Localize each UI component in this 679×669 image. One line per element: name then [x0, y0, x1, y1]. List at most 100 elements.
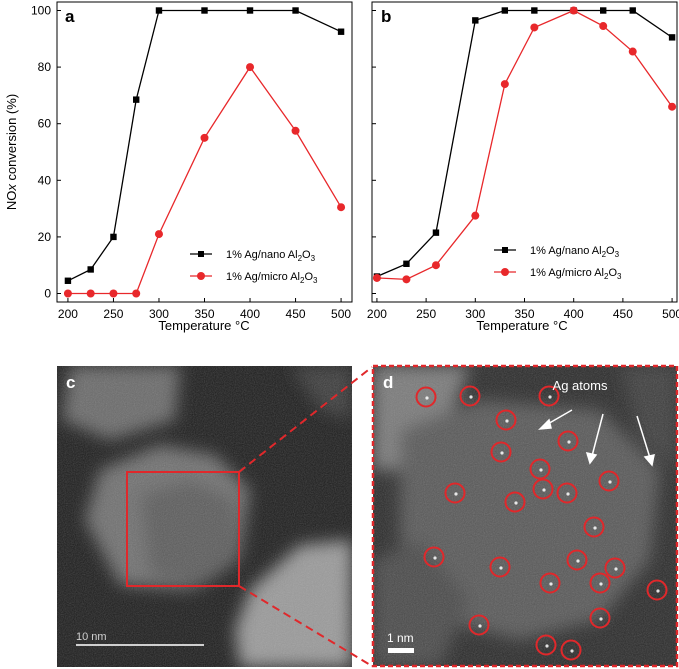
ag-atom-dot	[469, 395, 473, 399]
ag-atom-circle	[529, 458, 551, 480]
ag-atom-dot	[599, 617, 603, 621]
ag-atom-circle	[489, 556, 511, 578]
scale-bar-label-c: 10 nm	[76, 631, 107, 643]
y-axis-label: NOx conversion (%)	[4, 94, 19, 210]
ag-atoms-annotation: Ag atoms	[553, 378, 608, 393]
ag-atom-dot	[505, 419, 509, 423]
zoom-region-box	[126, 471, 240, 587]
ag-atom-circle	[504, 491, 526, 513]
data-point-circle	[63, 289, 72, 298]
noise-texture	[373, 366, 677, 666]
series-line-1	[376, 9, 673, 281]
ag-atom-dot	[542, 488, 546, 492]
data-point-circle	[109, 289, 118, 298]
chart-panel-b: b Temperature °C 200 250 300 350 400 450 500 1…	[367, 1, 679, 333]
ag-atom-dot	[593, 526, 597, 530]
data-point-square	[64, 277, 72, 284]
data-point-circle	[372, 273, 381, 282]
micrograph-panel-c: 10 nm c	[57, 366, 352, 667]
ag-atom-circle	[556, 482, 578, 504]
legend-label-micro: 1% Ag/micro Al2O3	[226, 271, 318, 285]
ag-atom-circle	[566, 549, 588, 571]
x-tick-label: 350	[514, 307, 534, 321]
legend-label-nano: 1% Ag/nano Al2O3	[530, 245, 620, 259]
x-tick-label: 250	[103, 307, 123, 321]
data-point-circle	[500, 80, 509, 89]
ag-atom-dot	[549, 582, 553, 586]
ag-atom-dot	[433, 556, 437, 560]
data-point-circle	[132, 289, 141, 298]
legend-marker-nano	[198, 251, 204, 257]
data-point-square	[472, 17, 479, 24]
chart-panel-a: a NOx conversion (%) Temperature °C 200 2…	[4, 1, 353, 333]
zoom-connector-top	[238, 366, 373, 473]
ag-atom-dot	[567, 440, 571, 444]
legend-marker-micro	[501, 268, 509, 276]
annotation-arrows	[538, 409, 655, 467]
series-b	[372, 6, 677, 284]
data-point-circle	[628, 47, 637, 56]
ag-atom-circle	[423, 546, 445, 568]
x-tick-label: 500	[662, 307, 679, 321]
data-point-circle	[530, 23, 539, 32]
panel-label-d: d	[383, 373, 393, 392]
legend-label-nano: 1% Ag/nano Al2O3	[226, 249, 316, 263]
data-point-square	[110, 233, 117, 241]
data-point-circle	[471, 211, 480, 220]
data-point-square	[668, 34, 676, 41]
data-point-square	[600, 7, 607, 14]
ag-atom-circle	[490, 441, 512, 463]
data-point-square	[292, 7, 299, 14]
ag-atom-circle	[539, 572, 561, 594]
series-line-0	[67, 9, 342, 282]
data-point-circle	[402, 275, 411, 284]
ag-atom-dot	[548, 395, 552, 399]
ag-atom-dot	[576, 559, 580, 563]
legend-label-micro: 1% Ag/micro Al2O3	[530, 267, 622, 281]
ag-atom-circle	[604, 557, 626, 579]
zoom-frame-d	[371, 364, 679, 668]
ag-atom-dot	[570, 649, 574, 653]
ag-atom-circle	[415, 386, 437, 408]
ag-atom-circle	[560, 639, 582, 661]
axis-ticks-b: 200 250 300 350 400 450 500	[367, 9, 679, 321]
ag-atom-circle	[532, 478, 554, 500]
data-point-square	[501, 7, 509, 14]
data-point-square	[403, 260, 410, 267]
panel-label-a: a	[65, 7, 75, 26]
data-point-circle	[431, 261, 440, 270]
y-tick-label: 60	[38, 117, 52, 131]
x-tick-label: 350	[194, 307, 214, 321]
ag-atom-dot	[566, 492, 570, 496]
ag-atom-dot	[545, 644, 549, 648]
data-point-circle	[291, 126, 300, 135]
y-tick-label: 100	[31, 3, 51, 17]
ag-atom-dot	[608, 480, 612, 484]
ag-atom-circle	[444, 482, 466, 504]
ag-atom-circle	[459, 385, 481, 407]
ag-atom-dot	[454, 492, 458, 496]
ag-atom-circle	[583, 516, 605, 538]
ag-atom-dot	[656, 589, 660, 593]
legend-b: 1% Ag/nano Al2O3 1% Ag/micro Al2O3	[494, 245, 622, 281]
ag-atom-markers	[415, 385, 668, 661]
x-axis-label-a: Temperature °C	[158, 318, 249, 333]
data-point-circle	[337, 203, 346, 212]
x-tick-label: 250	[416, 307, 436, 321]
ag-atom-dot	[539, 468, 543, 472]
y-tick-label: 80	[38, 60, 52, 74]
data-point-circle	[200, 133, 209, 142]
panel-label-b: b	[381, 7, 391, 26]
scale-bar-d	[388, 648, 414, 653]
data-point-square	[155, 7, 163, 14]
x-tick-label: 450	[613, 307, 633, 321]
data-point-circle	[599, 22, 608, 31]
ag-atom-circle	[589, 572, 611, 594]
panel-label-c: c	[66, 373, 75, 392]
series-line-0	[376, 9, 673, 278]
ag-atom-circle	[468, 614, 490, 636]
ag-atom-dot	[514, 501, 518, 505]
data-point-circle	[246, 63, 255, 72]
ag-atom-circle	[495, 409, 517, 431]
data-point-square	[133, 96, 140, 103]
